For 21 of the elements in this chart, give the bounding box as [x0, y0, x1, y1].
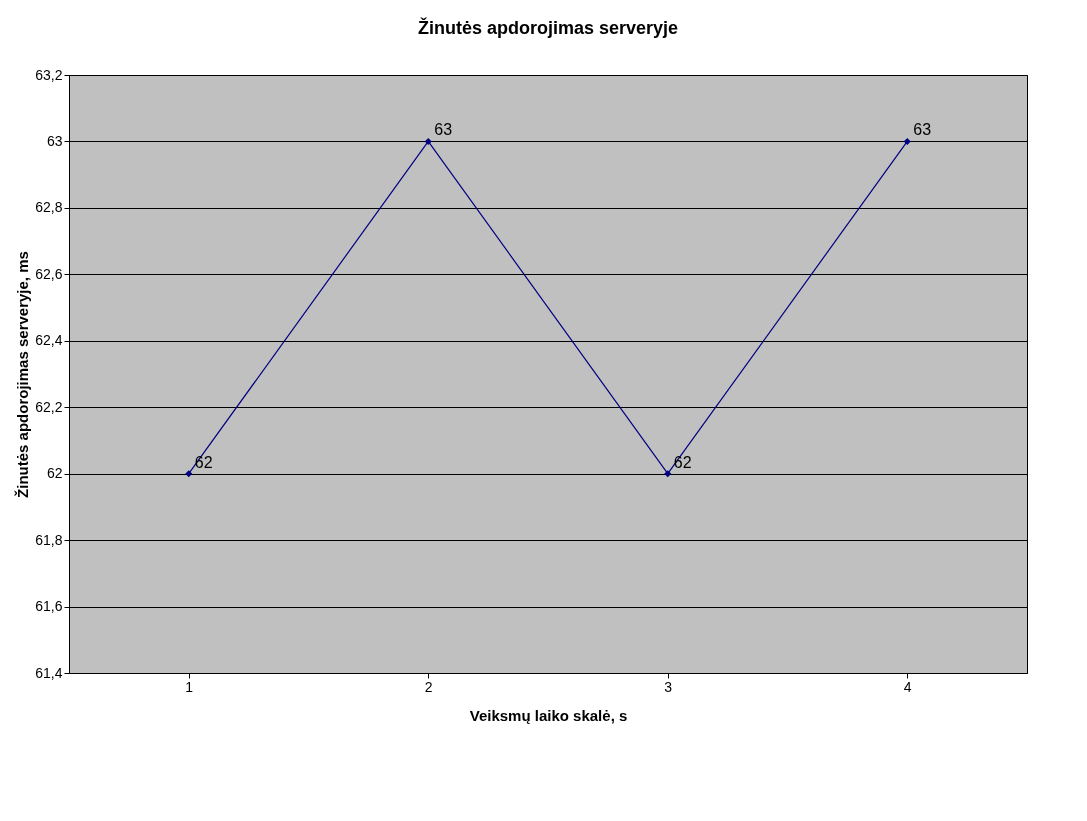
x-tick-label: 2	[424, 678, 433, 695]
x-tick-label: 4	[903, 678, 912, 695]
x-tick-label: 3	[664, 678, 673, 695]
data-label: 62	[194, 453, 213, 471]
data-label: 63	[434, 121, 453, 139]
y-axis-title: Žinutės apdorojimas serveryje, ms	[14, 251, 32, 498]
y-tick-label: 61,8	[35, 531, 63, 548]
x-axis-title: Veiksmų laiko skalė, s	[469, 706, 628, 724]
y-tick-label: 61,4	[35, 664, 63, 681]
y-tick-label: 63	[46, 132, 63, 149]
data-label: 62	[673, 453, 692, 471]
chart-title: Žinutės apdorojimas serveryje	[417, 17, 679, 38]
data-label: 63	[913, 121, 932, 139]
y-tick-label: 62,2	[35, 398, 63, 415]
y-tick-label: 62,4	[35, 332, 63, 349]
y-tick-label: 62,8	[35, 199, 63, 216]
y-tick-label: 62	[46, 465, 63, 482]
y-tick-label: 62,6	[35, 265, 63, 282]
x-tick-label: 1	[185, 678, 194, 695]
y-tick-label: 63,2	[35, 66, 63, 83]
y-tick-label: 61,6	[35, 598, 63, 615]
